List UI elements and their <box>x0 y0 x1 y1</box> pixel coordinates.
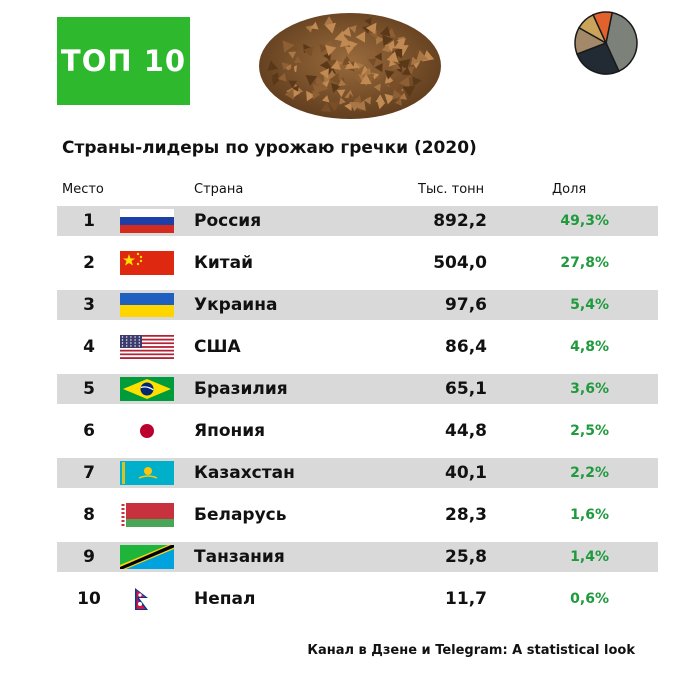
ukraine-flag-icon <box>120 293 174 317</box>
column-header-rank: Место <box>62 182 104 197</box>
country-cell: Китай <box>194 253 254 273</box>
top10-badge-label: ТОП 10 <box>60 44 187 78</box>
table-row: 7 Казахстан 40,1 2,2% <box>57 458 658 488</box>
table-row: 6 Япония 44,8 2,5% <box>57 416 658 446</box>
value-cell: 65,1 <box>445 379 487 399</box>
country-cell: Беларусь <box>194 505 287 525</box>
share-cell: 1,6% <box>570 507 609 523</box>
table-row: 4 США 86,4 4,8% <box>57 332 658 362</box>
country-cell: Танзания <box>194 547 285 567</box>
country-cell: США <box>194 337 241 357</box>
rank-cell: 10 <box>77 589 101 609</box>
column-header-value: Тыс. тонн <box>418 182 485 197</box>
share-cell: 1,4% <box>570 549 609 565</box>
rank-cell: 8 <box>83 505 95 525</box>
rank-cell: 6 <box>83 421 95 441</box>
value-cell: 86,4 <box>445 337 487 357</box>
rank-cell: 1 <box>83 211 95 231</box>
table-row: 3 Украина 97,6 5,4% <box>57 290 658 320</box>
rank-cell: 2 <box>83 253 95 273</box>
rank-cell: 5 <box>83 379 95 399</box>
value-cell: 892,2 <box>433 211 487 231</box>
table-row: 5 Бразилия 65,1 3,6% <box>57 374 658 404</box>
value-cell: 11,7 <box>445 589 487 609</box>
share-cell: 2,5% <box>570 423 609 439</box>
brazil-flag-icon <box>120 377 174 401</box>
share-cell: 49,3% <box>560 213 609 229</box>
belarus-flag-icon <box>120 503 174 527</box>
share-cell: 27,8% <box>560 255 609 271</box>
table-row: 9 Танзания 25,8 1,4% <box>57 542 658 572</box>
country-cell: Непал <box>194 589 256 609</box>
table-row: 1 Россия 892,2 49,3% <box>57 206 658 236</box>
country-cell: Япония <box>194 421 266 441</box>
share-cell: 5,4% <box>570 297 609 313</box>
share-cell: 3,6% <box>570 381 609 397</box>
table-row: 8 Беларусь 28,3 1,6% <box>57 500 658 530</box>
share-cell: 2,2% <box>570 465 609 481</box>
value-cell: 25,8 <box>445 547 487 567</box>
country-cell: Россия <box>194 211 262 231</box>
rank-cell: 4 <box>83 337 95 357</box>
value-cell: 97,6 <box>445 295 487 315</box>
country-cell: Украина <box>194 295 278 315</box>
china-flag-icon <box>120 251 174 275</box>
column-header-country: Страна <box>194 182 244 197</box>
chart-title: Страны-лидеры по урожаю гречки (2020) <box>62 138 477 158</box>
share-cell: 4,8% <box>570 339 609 355</box>
rank-cell: 9 <box>83 547 95 567</box>
pie-chart-icon <box>574 11 638 75</box>
country-cell: Казахстан <box>194 463 295 483</box>
nepal-flag-icon <box>135 588 148 610</box>
japan-flag-icon <box>120 419 174 443</box>
value-cell: 28,3 <box>445 505 487 525</box>
footer-credit: Канал в Дзене и Telegram: A statistical … <box>307 643 635 658</box>
column-header-share: Доля <box>552 182 587 197</box>
table-row: 2 Китай 504,0 27,8% <box>57 248 658 278</box>
table-row: 10 Непал 11,7 0,6% <box>57 584 658 614</box>
value-cell: 40,1 <box>445 463 487 483</box>
rank-cell: 7 <box>83 463 95 483</box>
top10-badge: ТОП 10 <box>57 17 190 105</box>
rank-cell: 3 <box>83 295 95 315</box>
value-cell: 44,8 <box>445 421 487 441</box>
buckwheat-grains-icon <box>259 13 441 119</box>
russia-flag-icon <box>120 209 174 233</box>
tanzania-flag-icon <box>120 545 174 569</box>
share-cell: 0,6% <box>570 591 609 607</box>
value-cell: 504,0 <box>433 253 487 273</box>
country-cell: Бразилия <box>194 379 288 399</box>
kazakhstan-flag-icon <box>120 461 174 485</box>
usa-flag-icon <box>120 335 174 359</box>
